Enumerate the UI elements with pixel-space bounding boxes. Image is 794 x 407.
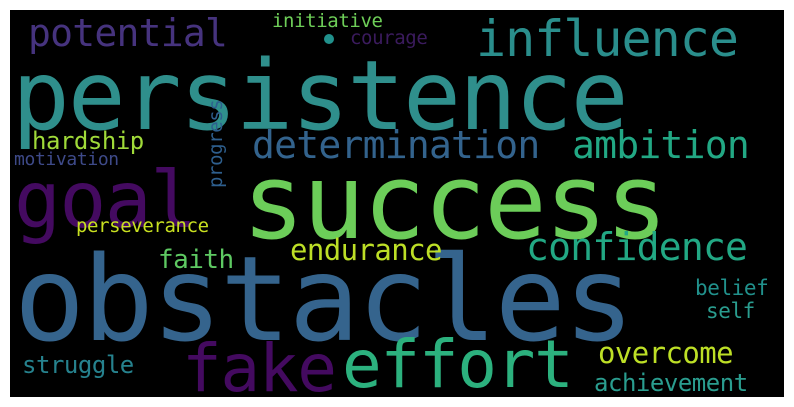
word-struggle: struggle (22, 351, 134, 379)
word-success: success (242, 141, 668, 263)
word-overcome: overcome (598, 336, 734, 370)
word-initiative: initiative (272, 10, 383, 32)
word-achievement: achievement (594, 369, 748, 397)
word-self: self (706, 299, 755, 323)
word-progress: progress (205, 99, 227, 188)
word-effort: effort (342, 326, 574, 398)
word-confidence: confidence (526, 225, 748, 269)
word-courage: courage (350, 27, 428, 49)
word-potential: potential (28, 11, 228, 55)
word-faith: faith (158, 245, 234, 275)
word-goal: goal (14, 156, 197, 246)
word-motivation: motivation (14, 149, 119, 170)
word-ambition: ambition (572, 123, 750, 167)
word-cloud: persistence success obstacles goal influ… (10, 10, 784, 397)
word-endurance: endurance (290, 233, 443, 267)
word-determination: determination (252, 123, 540, 167)
word-fake: fake (182, 330, 337, 398)
word-belief: belief (695, 276, 769, 300)
word-obstacles: obstacles (14, 230, 635, 368)
word-hardship: hardship (32, 127, 144, 155)
word-persistence: persistence (12, 40, 629, 152)
word-perseverance: perseverance (76, 215, 209, 237)
word-dot (324, 34, 334, 44)
word-influence: influence (476, 10, 739, 68)
